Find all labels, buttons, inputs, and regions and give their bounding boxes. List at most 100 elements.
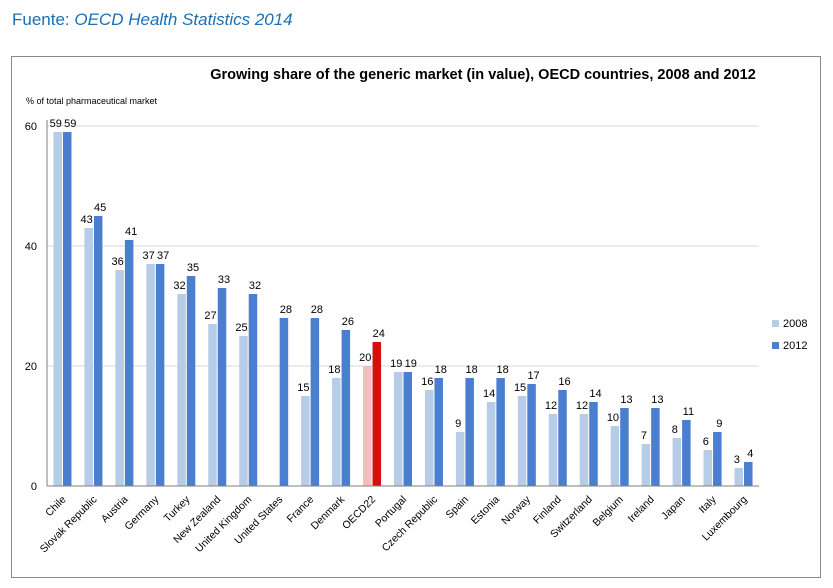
data-label-2012: 4 — [747, 448, 753, 460]
y-tick-label: 0 — [31, 481, 37, 493]
data-label-2008: 37 — [142, 250, 154, 262]
bar-2008 — [363, 366, 372, 486]
data-label-2008: 18 — [328, 364, 340, 376]
bar-2012 — [403, 372, 412, 486]
legend-swatch-2008 — [772, 320, 779, 327]
data-label-2008: 14 — [483, 388, 495, 400]
data-label-2012: 9 — [716, 418, 722, 430]
bar-2012 — [682, 420, 691, 486]
bar-2008 — [517, 396, 527, 486]
data-label-2008: 8 — [672, 424, 678, 436]
data-label-2008: 15 — [297, 382, 309, 394]
bar-2008 — [301, 396, 310, 486]
bar-2012 — [62, 132, 72, 486]
y-axis-label: % of total pharmaceutical market — [26, 96, 158, 106]
legend-label-2008: 2008 — [783, 318, 807, 330]
data-label-2008: 32 — [173, 280, 185, 292]
data-label-2012: 13 — [651, 394, 663, 406]
data-label-2012: 41 — [125, 226, 137, 238]
x-tick-label: Ireland — [626, 494, 657, 525]
bar-2008 — [332, 378, 341, 486]
data-label-2008: 36 — [112, 256, 124, 268]
bar-2012 — [713, 432, 722, 486]
data-label-2008: 10 — [607, 412, 619, 424]
bar-2012 — [279, 318, 289, 486]
data-label-2012: 16 — [558, 376, 570, 388]
data-label-2008: 27 — [204, 310, 216, 322]
bar-2012 — [651, 408, 660, 486]
bar-2008 — [486, 402, 496, 486]
data-label-2012: 14 — [589, 388, 601, 400]
data-label-2008: 12 — [545, 400, 557, 412]
data-label-2008: 3 — [734, 454, 740, 466]
data-label-2012: 37 — [157, 250, 169, 262]
x-tick-label: Norway — [499, 493, 533, 527]
gridlines — [47, 125, 759, 367]
data-label-2012: 59 — [64, 118, 76, 130]
data-label-2012: 13 — [620, 394, 632, 406]
legend-label-2012: 2012 — [783, 340, 807, 352]
x-tick-label: Chile — [43, 494, 69, 520]
x-tick-label: Spain — [444, 494, 472, 522]
bar-2008 — [548, 414, 558, 486]
data-label-2008: 6 — [703, 436, 709, 448]
bar-2012 — [496, 378, 505, 486]
bar-2008 — [146, 264, 155, 486]
bar-2012 — [124, 240, 134, 486]
bar-2012 — [744, 462, 753, 486]
y-tick-label: 60 — [25, 121, 37, 133]
bar-2012 — [589, 402, 598, 486]
data-label-2008: 7 — [641, 430, 647, 442]
data-label-2008: 15 — [514, 382, 526, 394]
bar-2012 — [155, 264, 165, 486]
bar-2008 — [424, 390, 434, 486]
data-label-2012: 18 — [466, 364, 478, 376]
x-tick-label: Estonia — [469, 494, 502, 527]
x-tick-label: Belgium — [591, 493, 626, 528]
data-label-2012: 33 — [218, 274, 230, 286]
bar-2012 — [217, 288, 227, 486]
data-label-2008: 25 — [235, 322, 247, 334]
chart-frame: Growing share of the generic market (in … — [11, 56, 821, 578]
chart-title: Growing share of the generic market (in … — [210, 67, 756, 83]
bar-2008 — [84, 228, 93, 486]
x-tick-label: Germany — [122, 493, 162, 533]
bar-2012 — [186, 276, 196, 486]
x-tick-label: Italy — [697, 493, 720, 516]
bar-2008 — [455, 432, 465, 486]
data-label-2008: 20 — [359, 352, 371, 364]
data-label-2008: 12 — [576, 400, 588, 412]
data-label-2008: 19 — [390, 358, 402, 370]
data-label-2012: 26 — [342, 316, 354, 328]
bar-2012 — [527, 384, 536, 486]
x-tick-label: Japan — [659, 494, 688, 523]
data-label-2012: 18 — [435, 364, 447, 376]
legend: 2008 2012 — [772, 318, 807, 352]
data-label-2012: 45 — [94, 202, 106, 214]
data-label-2012: 17 — [527, 370, 539, 382]
bar-2008 — [239, 336, 248, 486]
x-tick-label: OECD22 — [340, 494, 378, 532]
data-label-2012: 24 — [373, 328, 385, 340]
bar-2012 — [558, 390, 567, 486]
data-label-2012: 28 — [311, 304, 323, 316]
data-label-2012: 32 — [249, 280, 261, 292]
bar-2012 — [341, 330, 351, 486]
data-label-2012: 35 — [187, 262, 199, 274]
data-label-2008: 9 — [455, 418, 461, 430]
bar-2012 — [93, 216, 103, 486]
source-prefix: Fuente: — [12, 10, 75, 29]
bar-2012 — [620, 408, 629, 486]
bar-2008 — [53, 132, 62, 486]
bar-2012 — [465, 378, 474, 486]
bar-2012 — [372, 342, 382, 486]
bar-2008 — [115, 270, 124, 486]
y-tick-label: 20 — [25, 361, 37, 373]
bar-chart: Growing share of the generic market (in … — [25, 67, 808, 555]
bar-2012 — [310, 318, 320, 486]
source-name: OECD Health Statistics 2014 — [74, 10, 293, 29]
data-label-2008: 16 — [421, 376, 433, 388]
bar-2008 — [734, 468, 744, 486]
